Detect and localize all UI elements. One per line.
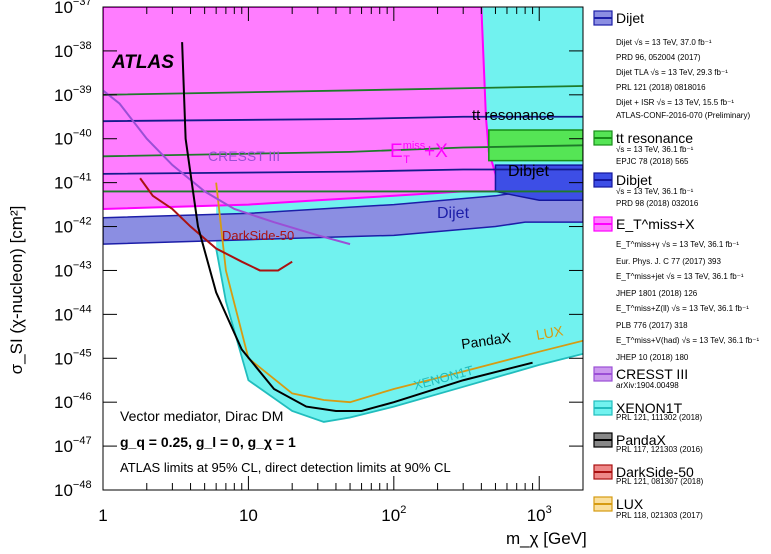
y-tick-label: 10−45 — [54, 347, 92, 368]
legend-reference: Dijet + ISR √s = 13 TeV, 15.5 fb⁻¹ — [616, 98, 734, 107]
legend-label: Dijet — [616, 10, 644, 26]
legend-label: XENON1T — [616, 400, 683, 416]
y-tick-label: 10−47 — [54, 435, 92, 456]
legend-reference: E_T^miss+V(had) √s = 13 TeV, 36.1 fb⁻¹ — [616, 336, 759, 345]
dijet-region — [103, 190, 583, 245]
legend-reference: ATLAS-CONF-2016-070 (Preliminary) — [616, 111, 750, 120]
collider-contour-3 — [103, 115, 583, 123]
lux-line — [215, 182, 583, 404]
legend-reference: PRL 121 (2018) 0818016 — [616, 83, 706, 92]
cresst-line — [103, 89, 351, 246]
legend-reference: EPJC 78 (2018) 565 — [616, 157, 689, 166]
legend-reference: PRL 121, 081307 (2018) — [616, 477, 704, 486]
pandax-line — [181, 42, 533, 412]
collider-contour-4 — [103, 168, 583, 175]
legend-label: LUX — [616, 496, 644, 512]
legend-item: E_T^miss+X E_T^miss+γ √s = 13 TeV, 36.1 f… — [593, 216, 759, 362]
tick-layer: 1 10 102 103 10−37 10−38 10−39 10−40 10−41 10−42 1… — [54, 0, 584, 525]
y-tick-label: 10−48 — [54, 479, 92, 500]
tt-label: tt resonance — [472, 107, 555, 124]
legend-item: Dijet Dijet √s = 13 TeV, 37.0 fb⁻¹ PRD 96,… — [593, 10, 750, 120]
legend-label: CRESST III — [616, 366, 688, 382]
y-tick-label: 10−37 — [54, 0, 92, 17]
x-tick-label: 103 — [527, 504, 552, 525]
met-label: Emiss T +X — [390, 140, 448, 166]
darkside-line — [139, 177, 293, 272]
cresst-label: CRESST III — [208, 148, 280, 164]
collider-contour-1 — [103, 144, 583, 158]
y-axis-title: σ_SI (χ-nucleon) [cm²] — [7, 206, 26, 375]
y-tick-label: 10−44 — [54, 303, 92, 324]
legend-reference: Dijet TLA √s = 13 TeV, 29.3 fb⁻¹ — [616, 68, 728, 77]
legend-reference: PRL 118, 021303 (2017) — [616, 511, 703, 520]
legend-reference: JHEP 1801 (2018) 126 — [616, 289, 698, 298]
legend-reference: PRD 96, 052004 (2017) — [616, 53, 701, 62]
y-tick-label: 10−41 — [54, 172, 92, 193]
x-axis-title: m_χ [GeV] — [506, 529, 587, 548]
y-tick-label: 10−42 — [54, 216, 92, 237]
y-tick-label: 10−39 — [54, 84, 92, 105]
lux-label: LUX — [535, 322, 565, 343]
note-line-2: g_q = 0.25, g_l = 0, g_χ = 1 — [120, 434, 296, 450]
met-region — [103, 7, 503, 210]
legend-reference: PRL 117, 121303 (2016) — [616, 445, 703, 454]
legend-reference: Eur. Phys. J. C 77 (2017) 393 — [616, 257, 721, 266]
legend-reference: E_T^miss+γ √s = 13 TeV, 36.1 fb⁻¹ — [616, 240, 739, 249]
note-line-3: ATLAS limits at 95% CL, direct detection… — [120, 460, 451, 475]
legend-reference: E_T^miss+jet √s = 13 TeV, 36.1 fb⁻¹ — [616, 272, 744, 281]
legend-reference: Dijet √s = 13 TeV, 37.0 fb⁻¹ — [616, 38, 712, 47]
y-tick-label: 10−46 — [54, 391, 92, 412]
legend: Dijet Dijet √s = 13 TeV, 37.0 fb⁻¹ PRD 96,… — [593, 10, 759, 520]
note-line-1: Vector mediator, Dirac DM — [120, 408, 283, 424]
dibjet-label: Dibjet — [508, 163, 549, 180]
atlas-label: ATLAS — [111, 52, 174, 73]
x-tick-label: 1 — [98, 506, 107, 525]
fill-layer — [103, 7, 583, 422]
legend-reference: PLB 776 (2017) 318 — [616, 321, 688, 330]
legend-label: E_T^miss+X — [616, 216, 695, 232]
legend-reference: √s = 13 TeV, 36.1 fb⁻¹ — [616, 187, 694, 196]
pandax-label: PandaX — [460, 329, 512, 352]
legend-reference: E_T^miss+Z(ll) √s = 13 TeV, 36.1 fb⁻¹ — [616, 304, 749, 313]
y-tick-label: 10−38 — [54, 40, 92, 61]
line-layer — [103, 42, 583, 423]
legend-reference: PRD 98 (2018) 032016 — [616, 199, 699, 208]
legend-label: tt resonance — [616, 130, 693, 146]
legend-item: Dibjet√s = 13 TeV, 36.1 fb⁻¹ PRD 98 (2018… — [593, 172, 699, 208]
x-tick-label: 102 — [381, 504, 406, 525]
y-tick-label: 10−43 — [54, 259, 92, 280]
y-tick-label: 10−40 — [54, 128, 92, 149]
legend-label: Dibjet — [616, 172, 652, 188]
legend-reference: arXiv:1904.00498 — [616, 381, 679, 390]
legend-label: DarkSide-50 — [616, 464, 694, 480]
dijet-label: Dijet — [437, 205, 470, 222]
legend-reference: PRL 121, 111302 (2018) — [616, 413, 702, 422]
legend-label: PandaX — [616, 432, 666, 448]
x-tick-label: 10 — [239, 506, 258, 525]
plot-frame — [102, 6, 584, 491]
legend-item: tt resonance√s = 13 TeV, 36.1 fb⁻¹ EPJC 7… — [593, 130, 694, 166]
legend-reference: JHEP 10 (2018) 180 — [616, 353, 689, 362]
collider-contour-0 — [103, 85, 583, 96]
legend-reference: √s = 13 TeV, 36.1 fb⁻¹ — [616, 145, 694, 154]
darkside-label: DarkSide-50 — [222, 228, 294, 243]
